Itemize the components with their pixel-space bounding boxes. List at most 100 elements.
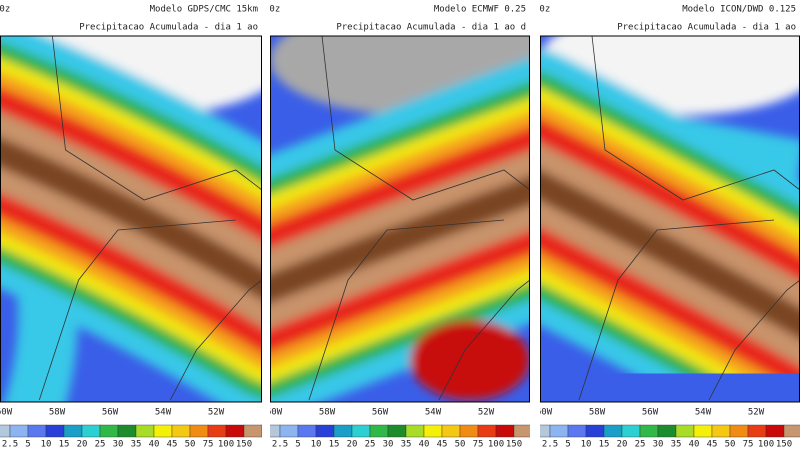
coast-line (708, 279, 800, 401)
lon-label: 60W (0, 408, 13, 418)
colorbar-label: 35 (671, 440, 682, 450)
colorbar-cell (243, 424, 262, 438)
colorbar-cell (747, 424, 767, 438)
colorbar-label: 40 (419, 440, 430, 450)
border-line (308, 219, 505, 401)
lon-label: 58W (319, 408, 336, 418)
map-panel: 00z Modelo GDPS/CMC 15km Precipitacao Acum… (0, 5, 262, 450)
colorbar-cell (171, 424, 191, 438)
colorbar-label: 15 (329, 440, 340, 450)
colorbar-label: 45 (437, 440, 448, 450)
map-frame (270, 35, 530, 403)
colorbar-cell (423, 424, 443, 438)
colorbar-label: 10 (311, 440, 322, 450)
colorbar-label: 30 (113, 440, 124, 450)
colorbar-cell (675, 424, 695, 438)
colorbar-cell (783, 424, 800, 438)
colorbar-label: 75 (473, 440, 484, 450)
colorbar-cell (27, 424, 47, 438)
colorbar-label: 75 (203, 440, 214, 450)
colorbar-cell (549, 424, 569, 438)
colorbar-cell (189, 424, 209, 438)
model-title: Modelo GDPS/CMC 15km (150, 5, 258, 15)
run-time: 00z (264, 5, 280, 15)
colorbar-label: 45 (167, 440, 178, 450)
field-bands (0, 36, 262, 402)
colorbar-cell (639, 424, 659, 438)
colorbar-label: 35 (131, 440, 142, 450)
colorbar-cell (585, 424, 605, 438)
colorbar-label: 50 (725, 440, 736, 450)
border-line (52, 36, 262, 201)
precip-field (0, 36, 262, 402)
colorbar-label: 25 (95, 440, 106, 450)
colorbar-label: 2.5 (2, 440, 18, 450)
colorbar-cell (225, 424, 245, 438)
colorbar-cell (459, 424, 479, 438)
colorbar-label: 2.5 (542, 440, 558, 450)
lon-label: 60W (536, 408, 553, 418)
colorbar-cell (333, 424, 353, 438)
colorbar-label: 20 (347, 440, 358, 450)
colorbar-cell (765, 424, 785, 438)
colorbar-cell (81, 424, 101, 438)
colorbar-cell (567, 424, 587, 438)
colorbar-cell (405, 424, 425, 438)
colorbar-label: 100 (758, 440, 774, 450)
lon-label: 56W (372, 408, 389, 418)
colorbar-label: 150 (506, 440, 522, 450)
colorbar-label: 5 (295, 440, 300, 450)
border-line (321, 36, 530, 201)
colorbar-label: 15 (599, 440, 610, 450)
colorbar-label: 2.5 (272, 440, 288, 450)
colorbar-label: 35 (401, 440, 412, 450)
precip-field (270, 36, 530, 402)
colorbar-cell (153, 424, 173, 438)
border-line (38, 219, 236, 401)
lon-label: 58W (49, 408, 66, 418)
lon-label: 54W (155, 408, 172, 418)
border-line (591, 36, 800, 201)
colorbar-cell (351, 424, 371, 438)
colorbar-cell (711, 424, 731, 438)
band (540, 169, 800, 340)
lon-label: 54W (695, 408, 712, 418)
colorbar-cell (387, 424, 407, 438)
colorbar-cell (513, 424, 530, 438)
coast-line (169, 279, 262, 401)
lon-label: 52W (478, 408, 495, 418)
map-frame (0, 35, 262, 403)
colorbar-cell (117, 424, 137, 438)
colorbar-label: 75 (743, 440, 754, 450)
colorbar-cell (603, 424, 623, 438)
colorbar-cell (657, 424, 677, 438)
field-bands (270, 36, 530, 402)
colorbar-label: 100 (488, 440, 504, 450)
colorbar-label: 30 (653, 440, 664, 450)
colorbar-label: 50 (455, 440, 466, 450)
colorbar-cell (9, 424, 29, 438)
colorbar-cell (369, 424, 389, 438)
subtitle: Precipitacao Acumulada - dia 1 ao (79, 23, 258, 33)
lon-label: 52W (208, 408, 225, 418)
colorbar-cell (0, 424, 11, 438)
border-line (578, 219, 775, 401)
lon-label: 56W (642, 408, 659, 418)
colorbar-cell (315, 424, 335, 438)
colorbar-label: 25 (365, 440, 376, 450)
colorbar-label: 50 (185, 440, 196, 450)
colorbar-cell (207, 424, 227, 438)
colorbar-cell (45, 424, 65, 438)
colorbar-cell (279, 424, 299, 438)
colorbar-cell (729, 424, 749, 438)
colorbar-label: 5 (565, 440, 570, 450)
colorbar-label: 5 (25, 440, 30, 450)
model-title: Modelo ICON/DWD 0.125 (682, 5, 796, 15)
run-time: 00z (534, 5, 550, 15)
colorbar-cell (477, 424, 497, 438)
colorbar-cell (441, 424, 461, 438)
colorbar-cell (135, 424, 155, 438)
colorbar-label: 40 (689, 440, 700, 450)
colorbar-label: 10 (41, 440, 52, 450)
